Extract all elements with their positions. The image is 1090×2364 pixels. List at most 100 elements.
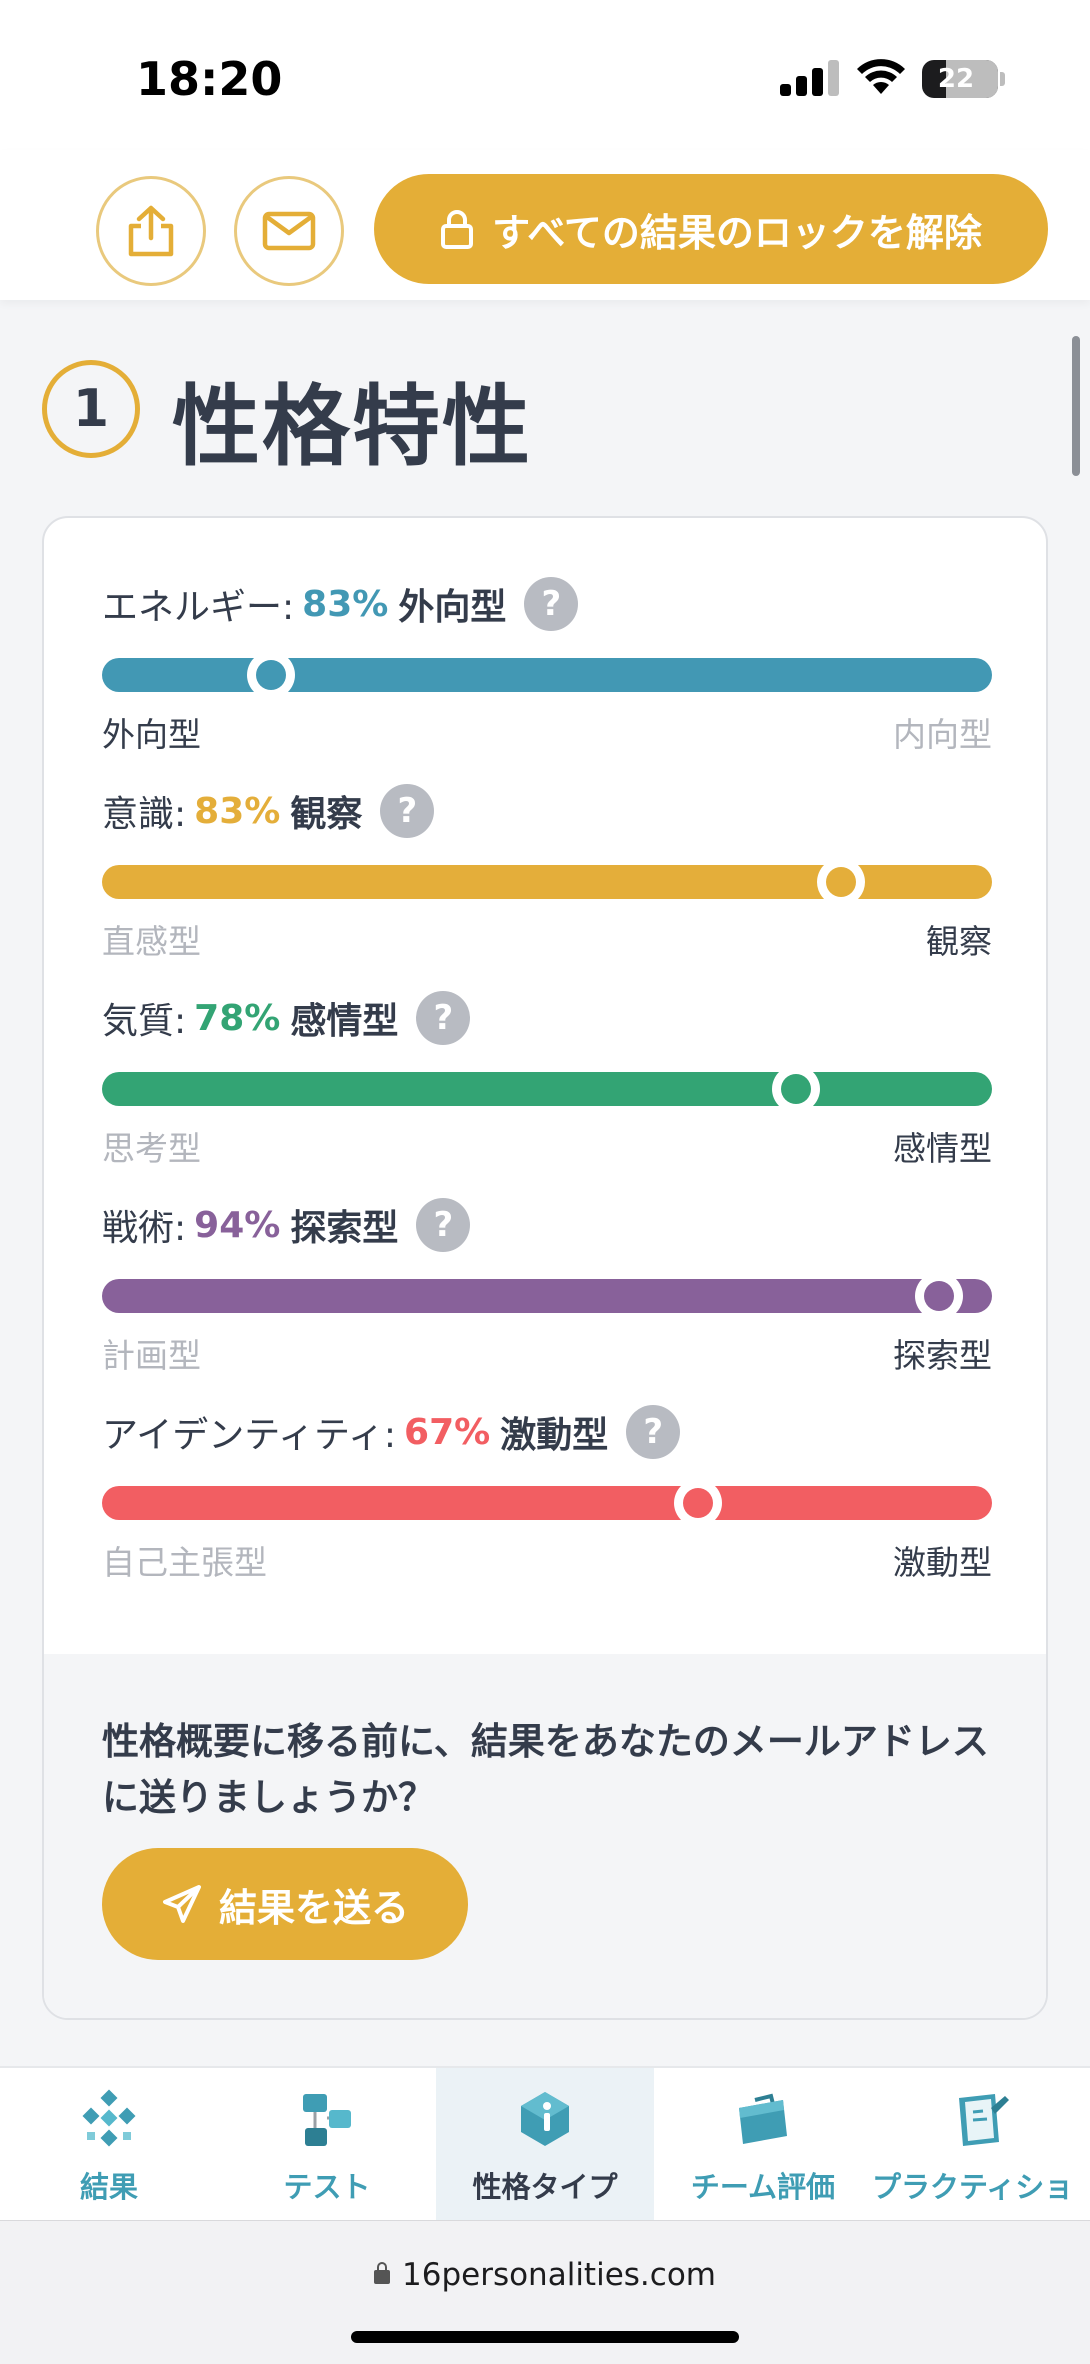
trait-right-label: 探索型: [893, 1336, 992, 1375]
trait-type: 外向型: [398, 587, 507, 628]
unlock-all-results-button[interactable]: すべての結果のロックを解除: [374, 174, 1048, 284]
nav-personality-types[interactable]: 性格タイプ: [436, 2068, 654, 2220]
help-icon[interactable]: ?: [380, 784, 435, 838]
trait-percent: 78%: [194, 997, 281, 1039]
nav-results[interactable]: 結果: [0, 2068, 218, 2220]
trait-type: 激動型: [500, 1415, 609, 1456]
trait-label: エネルギー: 83% 外向型?: [102, 574, 579, 634]
trait-left-label: 計画型: [102, 1336, 201, 1375]
trait-bar: [102, 858, 992, 906]
email-results-panel: 性格概要に移る前に、結果をあなたのメールアドレスに送りましょうか？ 結果を送る: [44, 1654, 1046, 2018]
trait-name: エネルギー:: [102, 587, 295, 628]
lock-icon: [441, 210, 474, 249]
help-icon[interactable]: ?: [416, 1198, 471, 1252]
wifi-icon: [857, 59, 905, 94]
team-assessment-icon: [739, 2093, 787, 2144]
send-results-button[interactable]: 結果を送る: [102, 1848, 468, 1960]
nav-results-label: 結果: [79, 2170, 138, 2204]
trait-row: アイデンティティ: 67% 激動型? 自己主張型 激動型: [102, 1402, 992, 1592]
home-indicator: [351, 2331, 739, 2343]
email-button[interactable]: [234, 176, 344, 286]
trait-knob: [816, 858, 865, 906]
nav-practitioner[interactable]: プラクティショ: [872, 2068, 1090, 2220]
trait-percent: 94%: [194, 1204, 281, 1246]
trait-knob: [674, 1479, 723, 1527]
trait-type: 感情型: [290, 1001, 399, 1042]
trait-label: アイデンティティ: 67% 激動型?: [102, 1402, 681, 1462]
help-icon[interactable]: ?: [524, 577, 579, 631]
trait-type: 探索型: [290, 1208, 399, 1249]
address-field[interactable]: 16personalities.com: [0, 2257, 1090, 2293]
scrollbar-thumb[interactable]: [1072, 336, 1080, 476]
trait-knob: [247, 651, 296, 699]
trait-bar: [102, 1272, 992, 1320]
trait-row: 気質: 78% 感情型? 思考型 感情型: [102, 988, 992, 1178]
trait-name: 戦術:: [102, 1208, 187, 1249]
trait-endpoints: 自己主張型 激動型: [102, 1536, 992, 1586]
trait-right-label: 激動型: [893, 1543, 992, 1582]
action-bar: すべての結果のロックを解除: [0, 150, 1090, 300]
trait-name: 意識:: [102, 794, 187, 835]
trait-left-label: 思考型: [102, 1129, 201, 1168]
trait-label: 戦術: 94% 探索型?: [102, 1195, 471, 1255]
trait-bar: [102, 651, 992, 699]
battery-level: 22: [937, 64, 975, 94]
lock-icon: [374, 2262, 390, 2284]
trait-row: 戦術: 94% 探索型? 計画型 探索型: [102, 1195, 992, 1385]
send-results-label: 結果を送る: [218, 1885, 409, 1930]
trait-endpoints: 思考型 感情型: [102, 1122, 992, 1172]
trait-knob: [914, 1272, 963, 1320]
trait-left-label: 自己主張型: [102, 1543, 267, 1582]
trait-knob: [772, 1065, 821, 1113]
trait-endpoints: 直感型 観察: [102, 915, 992, 965]
trait-label: 意識: 83% 観察?: [102, 781, 435, 841]
trait-endpoints: 計画型 探索型: [102, 1329, 992, 1379]
trait-right-label: 観察: [926, 922, 992, 961]
trait-percent: 67%: [404, 1411, 491, 1453]
trait-right-label: 感情型: [893, 1129, 992, 1168]
share-button[interactable]: [96, 176, 206, 286]
practitioner-icon: [959, 2094, 1009, 2146]
trait-bar: [102, 1065, 992, 1113]
trait-row: エネルギー: 83% 外向型? 外向型 内向型: [102, 574, 992, 764]
cellular-signal-icon: [780, 60, 840, 96]
trait-row: 意識: 83% 観察? 直感型 観察: [102, 781, 992, 971]
test-icon: [303, 2094, 351, 2146]
nav-personality-types-label: 性格タイプ: [472, 2170, 618, 2204]
paper-plane-icon: [162, 1885, 201, 1923]
nav-practitioner-label: プラクティショ: [872, 2170, 1074, 2204]
section-title: 性格特性: [172, 375, 533, 478]
status-bar: 18:20 22: [0, 0, 1090, 150]
url-text: 16personalities.com: [402, 2257, 716, 2293]
trait-percent: 83%: [302, 583, 389, 625]
unlock-label: すべての結果のロックを解除: [492, 210, 982, 255]
battery-tip: [1000, 72, 1005, 86]
nav-test[interactable]: テスト: [218, 2068, 436, 2220]
trait-percent: 83%: [194, 790, 281, 832]
personality-types-icon: [521, 2092, 569, 2146]
help-icon[interactable]: ?: [416, 991, 471, 1045]
bottom-navigation: 結果 テスト 性格タイプ チーム評価: [0, 2066, 1090, 2220]
mail-icon: [262, 211, 316, 251]
trait-type: 観察: [290, 794, 363, 835]
nav-test-label: テスト: [283, 2170, 371, 2204]
nav-team-assessment-label: チーム評価: [690, 2170, 836, 2204]
share-icon: [128, 205, 174, 257]
trait-left-label: 外向型: [102, 715, 201, 754]
battery-icon: 22: [922, 60, 998, 98]
trait-name: アイデンティティ:: [102, 1415, 397, 1456]
status-time: 18:20: [136, 52, 283, 106]
help-icon[interactable]: ?: [626, 1405, 681, 1459]
trait-endpoints: 外向型 内向型: [102, 708, 992, 758]
personality-traits-card: エネルギー: 83% 外向型? 外向型 内向型 意識: 83% 観察? 直感型 観察 気質: 78% 感…: [42, 516, 1048, 2020]
trait-label: 気質: 78% 感情型?: [102, 988, 471, 1048]
email-prompt-text: 性格概要に移る前に、結果をあなたのメールアドレスに送りましょうか？: [102, 1720, 989, 1819]
nav-team-assessment[interactable]: チーム評価: [654, 2068, 872, 2220]
browser-url-bar: 16personalities.com: [0, 2220, 1090, 2364]
trait-left-label: 直感型: [102, 922, 201, 961]
trait-right-label: 内向型: [893, 715, 992, 754]
results-icon: [82, 2089, 136, 2147]
trait-name: 気質:: [102, 1001, 187, 1042]
trait-bar: [102, 1479, 992, 1527]
section-number: 1: [42, 360, 140, 458]
